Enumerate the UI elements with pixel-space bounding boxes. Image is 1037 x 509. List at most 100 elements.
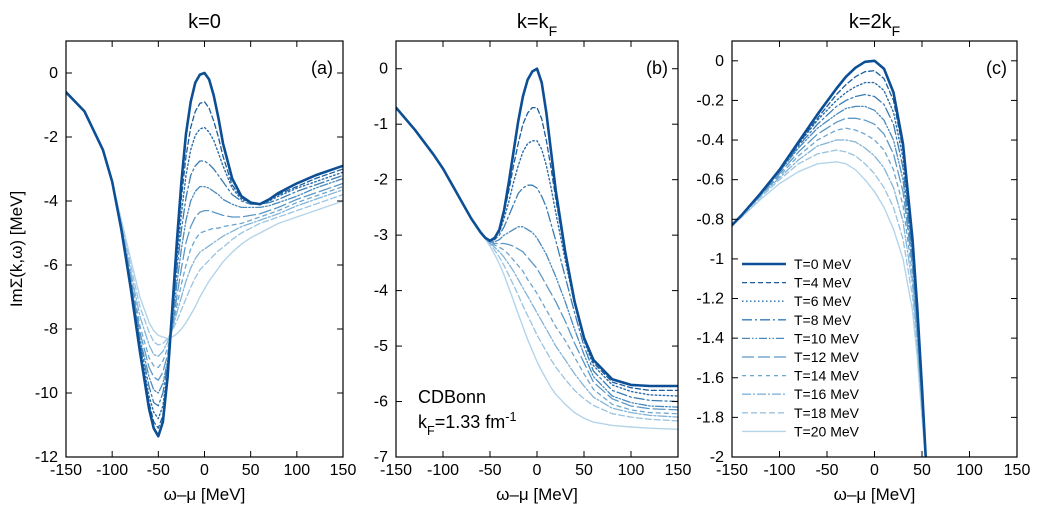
- y-tick-label: -3: [374, 227, 388, 244]
- y-tick-label: -10: [35, 385, 58, 402]
- y-tick-label: -5: [374, 338, 388, 355]
- x-tick-label: 50: [242, 462, 260, 479]
- y-tick-label: -1.6: [696, 370, 724, 387]
- x-axis-label: ω–μ [MeV]: [834, 485, 916, 504]
- panel-label: (b): [646, 58, 668, 78]
- y-tick-label: -4: [44, 193, 58, 210]
- series-line-t-6-mev: [66, 91, 343, 420]
- y-tick-label: -1.8: [696, 409, 724, 426]
- y-tick-label: -1: [374, 116, 388, 133]
- y-tick-label: -8: [44, 321, 58, 338]
- y-tick-label: -0.8: [696, 211, 724, 228]
- series-line-t-12-mev: [396, 106, 678, 411]
- series-line-t-18-mev: [732, 149, 926, 457]
- plot-frame: [65, 40, 344, 458]
- series-line-t-18-mev: [396, 106, 678, 422]
- panel-title: k=kF: [517, 11, 557, 39]
- series-line-t-4-mev: [396, 106, 678, 392]
- series-line-t-0-mev: [66, 71, 343, 438]
- x-tick-label: 100: [283, 462, 310, 479]
- x-tick-label: -150: [716, 462, 748, 479]
- series-line-t-16-mev: [66, 91, 343, 357]
- x-tick-label: -100: [763, 462, 795, 479]
- series-line-t-20-mev: [396, 106, 678, 430]
- legend-entry: T=12 MeV: [794, 349, 860, 365]
- series-line-t-8-mev: [396, 106, 678, 403]
- x-tick-label: 0: [870, 462, 879, 479]
- series-line-t-18-mev: [66, 91, 343, 346]
- series-line-t-12-mev: [66, 91, 343, 381]
- x-tick-label: -50: [478, 462, 501, 479]
- series-line-t-0-mev: [396, 67, 678, 388]
- panel-title: k=2kF: [849, 11, 900, 39]
- series-line-t-14-mev: [396, 106, 678, 415]
- panel-title: k=0: [188, 11, 221, 33]
- y-axis-label: ImΣ(k,ω) [MeV]: [7, 191, 26, 307]
- panel-b: -150 -100 -50 0 50 100 150 -7 -6 -5 -4 -3 -2 -1 0 k=kF (…: [374, 11, 692, 504]
- series-line-t-6-mev: [396, 106, 678, 397]
- panel-c: -150 -100 -50 0 50 100 150 -2 -1.8 -1.6 -1.4 -1.2 -1…: [696, 11, 1030, 504]
- x-tick-label: 150: [330, 462, 357, 479]
- series-group: [732, 59, 928, 457]
- y-tick-label: -2: [374, 172, 388, 189]
- x-tick-label: -100: [96, 462, 128, 479]
- x-tick-label: 0: [200, 462, 209, 479]
- legend-entry: T=8 MeV: [794, 312, 852, 328]
- x-tick-label: -50: [815, 462, 838, 479]
- y-tick-label: -12: [35, 449, 58, 466]
- legend-entry: T=0 MeV: [794, 256, 852, 272]
- y-tick-label: -1.4: [696, 330, 724, 347]
- x-tick-label: -150: [50, 462, 82, 479]
- legend-entry: T=10 MeV: [794, 330, 860, 346]
- y-tick-label: -1: [710, 251, 724, 268]
- legend-entry: T=20 MeV: [794, 423, 860, 439]
- y-tick-label: 0: [715, 53, 724, 70]
- annotation-fermi-momentum: kF=1.33 fm-1: [418, 410, 516, 438]
- legend-entry: T=16 MeV: [794, 386, 860, 402]
- y-tick-label: 0: [49, 65, 58, 82]
- series-group: [396, 67, 678, 430]
- y-tick-label: -0.6: [696, 172, 724, 189]
- x-tick-label: -150: [380, 462, 412, 479]
- series-line-t-4-mev: [66, 91, 343, 429]
- x-axis-label: ω–μ [MeV]: [496, 485, 578, 504]
- y-tick-label: -0.4: [696, 132, 724, 149]
- x-tick-label: 150: [1004, 462, 1031, 479]
- legend-entry: T=4 MeV: [794, 275, 852, 291]
- series-group: [66, 71, 343, 438]
- x-tick-label: -100: [427, 462, 459, 479]
- series-line-t-16-mev: [396, 106, 678, 418]
- legend-entry: T=6 MeV: [794, 293, 852, 309]
- series-line-t-8-mev: [66, 91, 343, 407]
- x-tick-label: 50: [913, 462, 931, 479]
- series-line-t-20-mev: [732, 161, 926, 457]
- series-line-t-14-mev: [66, 91, 343, 369]
- x-tick-label: 0: [533, 462, 542, 479]
- x-tick-label: 100: [956, 462, 983, 479]
- x-axis-label: ω–μ [MeV]: [164, 485, 246, 504]
- panel-a: -150 -100 -50 0 50 100 150 -12 -10 -8 -6 -4 -2 0 k=0 (a…: [7, 11, 356, 504]
- y-tick-label: -7: [374, 449, 388, 466]
- y-tick-label: -2: [710, 449, 724, 466]
- y-tick-label: -4: [374, 283, 388, 300]
- series-line-t-0-mev: [732, 59, 928, 457]
- y-tick-label: -0.2: [696, 92, 724, 109]
- legend-entry: T=14 MeV: [794, 368, 860, 384]
- legend: T=0 MeV T=4 MeV T=6 MeV T=8 MeV T=10 MeV T=12…: [742, 256, 860, 439]
- y-tick-label: 0: [379, 61, 388, 78]
- legend-entry: T=18 MeV: [794, 405, 860, 421]
- x-tick-label: 100: [618, 462, 645, 479]
- annotation-potential: CDBonn: [418, 387, 486, 407]
- series-line-t-16-mev: [732, 139, 927, 457]
- series-line-t-10-mev: [66, 91, 343, 394]
- y-tick-label: -1.2: [696, 291, 724, 308]
- x-tick-label: 150: [665, 462, 692, 479]
- x-tick-label: 50: [575, 462, 593, 479]
- panel-label: (c): [986, 58, 1007, 78]
- panel-label: (a): [311, 58, 333, 78]
- y-tick-label: -2: [44, 129, 58, 146]
- series-line-t-20-mev: [66, 91, 343, 340]
- y-tick-label: -6: [44, 257, 58, 274]
- y-tick-label: -6: [374, 394, 388, 411]
